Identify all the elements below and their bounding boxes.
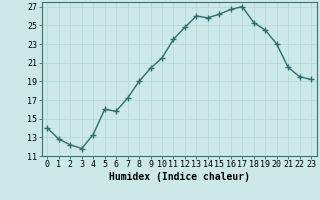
X-axis label: Humidex (Indice chaleur): Humidex (Indice chaleur)	[109, 172, 250, 182]
